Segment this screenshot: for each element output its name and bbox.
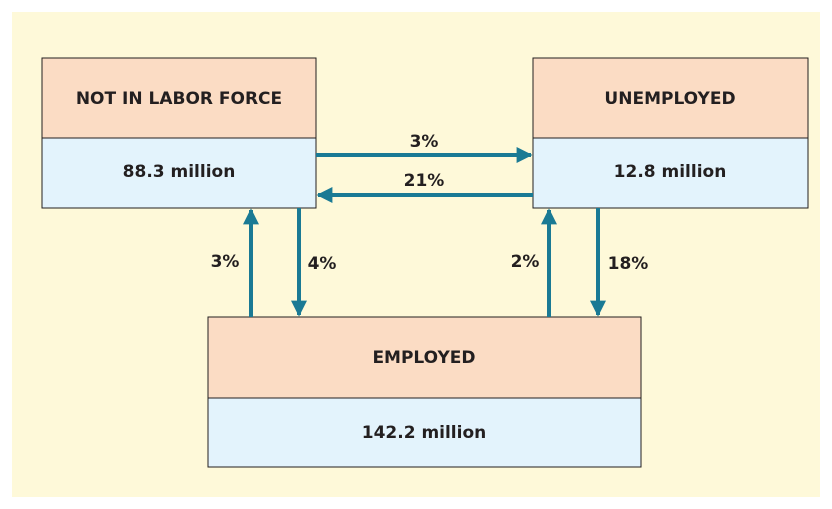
flow-label: 21% [404, 171, 445, 191]
node-value: 88.3 million [123, 162, 236, 182]
flow-label: 2% [511, 252, 540, 272]
node-value: 142.2 million [362, 423, 487, 443]
node-label: EMPLOYED [372, 348, 475, 368]
node-body [41, 137, 317, 209]
node-label: NOT IN LABOR FORCE [76, 89, 282, 109]
flow-label: 18% [608, 254, 649, 274]
node-body [207, 397, 642, 468]
node-employed: EMPLOYED 142.2 million [207, 316, 642, 468]
node-body [532, 137, 809, 209]
node-header [41, 57, 317, 139]
node-not-in-labor-force: NOT IN LABOR FORCE 88.3 million [41, 57, 317, 209]
node-value: 12.8 million [614, 162, 727, 182]
flow-label: 4% [308, 254, 337, 274]
node-header [532, 57, 809, 139]
flow-label: 3% [410, 132, 439, 152]
node-unemployed: UNEMPLOYED 12.8 million [532, 57, 809, 209]
flow-label: 3% [211, 252, 240, 272]
node-label: UNEMPLOYED [604, 89, 735, 109]
